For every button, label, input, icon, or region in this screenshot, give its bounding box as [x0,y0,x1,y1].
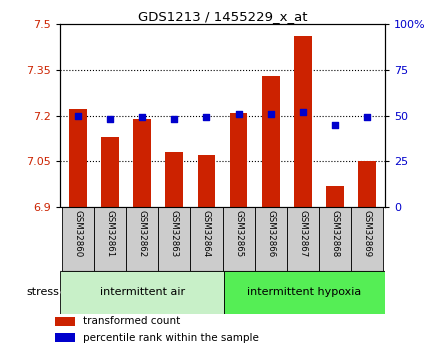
Bar [166,152,183,207]
Text: GSM32869: GSM32869 [363,210,372,257]
Text: stress: stress [27,287,60,297]
Text: GSM32863: GSM32863 [170,210,179,257]
Text: GSM32864: GSM32864 [202,210,211,257]
Bar [262,76,279,207]
Bar [255,207,287,271]
Bar [230,112,247,207]
Text: intermittent hypoxia: intermittent hypoxia [247,287,362,297]
Bar [326,186,344,207]
Title: GDS1213 / 1455229_x_at: GDS1213 / 1455229_x_at [138,10,307,23]
Text: GSM32860: GSM32860 [73,210,82,257]
Point [332,122,339,127]
Point [267,111,274,117]
Bar [319,207,351,271]
Bar [101,137,119,207]
Bar [294,36,312,207]
Point [235,111,242,117]
Bar [351,207,383,271]
Bar [69,109,87,207]
Text: GSM32861: GSM32861 [105,210,114,257]
Text: GSM32866: GSM32866 [266,210,275,257]
Text: GSM32862: GSM32862 [138,210,146,257]
Bar [62,207,94,271]
Point [138,115,146,120]
Bar [55,317,75,326]
Bar [190,207,222,271]
Bar [126,207,158,271]
Text: transformed count: transformed count [83,316,180,326]
Text: GSM32865: GSM32865 [234,210,243,257]
Bar [358,161,376,207]
Bar [94,207,126,271]
Bar [158,207,190,271]
Text: percentile rank within the sample: percentile rank within the sample [83,333,259,343]
Bar [55,333,75,342]
Text: GSM32868: GSM32868 [331,210,340,257]
Text: GSM32867: GSM32867 [299,210,307,257]
Bar [224,271,385,314]
Point [203,115,210,120]
Bar [198,155,215,207]
Bar [60,271,224,314]
Point [364,115,371,120]
Point [74,113,81,118]
Polygon shape [53,282,61,303]
Bar [287,207,319,271]
Point [299,109,307,115]
Text: intermittent air: intermittent air [100,287,185,297]
Bar [133,119,151,207]
Point [106,117,113,122]
Bar [222,207,255,271]
Point [171,117,178,122]
